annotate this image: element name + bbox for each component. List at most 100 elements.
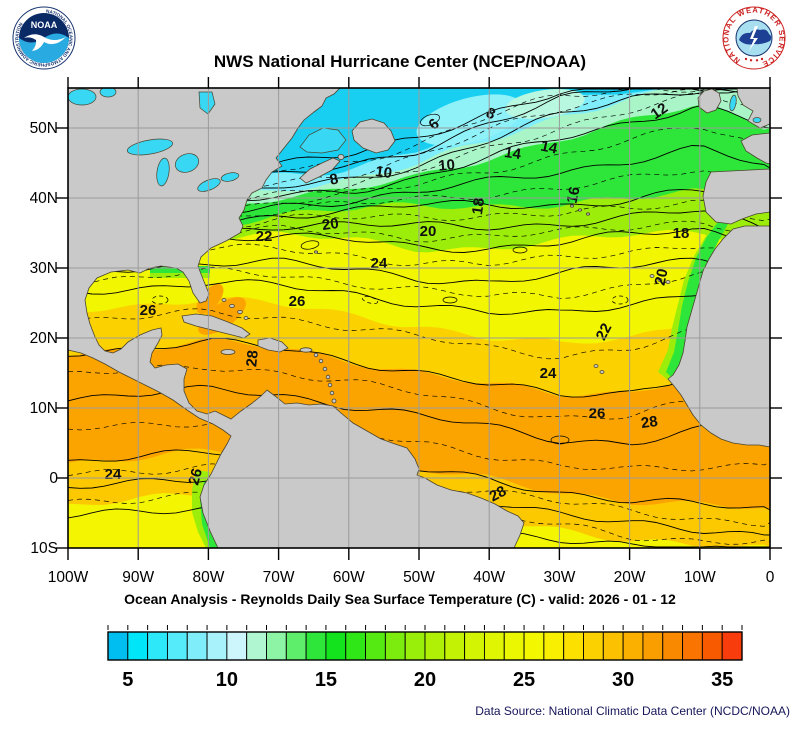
island	[322, 366, 328, 372]
lon-label: 50W	[403, 569, 435, 586]
contour-label: 26	[289, 293, 306, 310]
island	[221, 298, 227, 302]
lon-label: 60W	[333, 569, 365, 586]
lon-label: 10W	[684, 569, 716, 586]
colorbar-cell	[285, 631, 307, 661]
island	[318, 358, 324, 364]
island	[586, 212, 591, 216]
contour-label: 8	[328, 170, 340, 188]
contour-label: 20	[321, 215, 340, 234]
island	[313, 250, 318, 254]
nws-stars	[744, 57, 764, 62]
contour-label: 14	[503, 144, 523, 163]
contour-label: 18	[673, 225, 690, 242]
sst-eddy	[512, 246, 528, 254]
page-title: NWS National Hurricane Center (NCEP/NOAA…	[213, 52, 587, 71]
island	[299, 347, 313, 353]
sst-contour-dashed	[68, 421, 770, 472]
colorbar: 5 10 15 20 25 30 35	[107, 625, 743, 691]
colorbar-cell	[127, 631, 149, 661]
noaa-logo: NATIONAL OCEANIC AND ATMOSPHERIC ADMINIS…	[12, 6, 76, 70]
sst-eddy	[151, 295, 169, 305]
james-bay	[198, 91, 216, 115]
lon-label: 90W	[122, 569, 154, 586]
nws-logo: NATIONAL WEATHER SERVICE	[722, 6, 786, 70]
colorbar-cell	[464, 631, 485, 661]
colorbar-cell	[384, 631, 406, 661]
colorbar-border	[107, 631, 743, 661]
colorbar-cell	[682, 631, 703, 661]
lake-michigan	[156, 157, 170, 187]
sst-eddy	[611, 295, 629, 305]
colorbar-cell	[523, 631, 545, 661]
lon-label: 100W	[48, 569, 89, 586]
lat-label: 10N	[30, 400, 58, 417]
island	[578, 208, 583, 212]
sst-contour-line	[68, 384, 770, 446]
nova-scotia	[299, 157, 341, 184]
island	[570, 204, 575, 208]
island	[599, 370, 605, 374]
lon-label: 30W	[543, 569, 575, 586]
sst-patch	[505, 89, 585, 119]
island	[243, 316, 249, 320]
island	[593, 364, 599, 368]
lat-label: 20N	[30, 330, 58, 347]
axis-labels-layer: 50N 40N 30N 20N 10N 0 10S 100W 90W 80W 70W 60W 50W 40…	[30, 120, 775, 586]
sst-contour-dashed	[68, 463, 770, 527]
colorbar-cell	[404, 631, 426, 661]
island	[313, 352, 319, 358]
colorbar-cell	[266, 631, 287, 661]
colorbar-cell	[166, 631, 188, 661]
colorbar-label: 35	[711, 669, 733, 691]
island	[665, 280, 671, 284]
map-frame-layer	[56, 77, 782, 560]
island	[220, 349, 236, 355]
colorbar-cell	[444, 631, 466, 661]
island	[331, 398, 337, 404]
contour-label: 16	[564, 185, 584, 205]
colorbar-cell	[325, 631, 347, 661]
nws-lightning-icon	[749, 26, 758, 51]
colorbar-cell	[503, 631, 525, 661]
lon-label: 80W	[192, 569, 224, 586]
lat-label: 50N	[30, 120, 58, 137]
hispaniola	[257, 337, 289, 353]
colorbar-cell	[701, 631, 723, 661]
colorbar-cell	[583, 631, 604, 661]
hudson-bay-inlet	[99, 88, 117, 98]
noaa-wordmark: NOAA	[31, 20, 58, 30]
colorbar-label: 20	[414, 669, 436, 691]
land-layer	[68, 88, 770, 548]
ireland	[697, 88, 722, 114]
colorbar-label: 30	[612, 669, 634, 691]
contour-label: 10	[438, 156, 456, 174]
colorbar-label: 15	[315, 669, 337, 691]
colorbar-cell	[642, 631, 664, 661]
colorbar-cell	[721, 631, 743, 661]
contour-label: 28	[243, 349, 262, 367]
colorbar-cell	[424, 631, 446, 661]
sst-eddy	[361, 296, 379, 304]
island	[337, 154, 345, 160]
colorbar-cell	[226, 631, 248, 661]
iberia	[702, 168, 770, 225]
colorbar-cell	[365, 631, 386, 661]
contour-label: 14	[539, 138, 559, 158]
lon-label: 20W	[614, 569, 646, 586]
lake-erie	[197, 178, 221, 192]
sst-contour-line	[68, 337, 770, 398]
sst-contour-line	[68, 279, 770, 315]
contour-label: 24	[540, 365, 557, 382]
sst-eddy	[442, 296, 458, 304]
grid-layer	[68, 88, 770, 548]
colorbar-cell	[246, 631, 267, 661]
hudson-bay-inlet	[68, 88, 97, 106]
colorbar-cell	[206, 631, 228, 661]
lon-label: 40W	[473, 569, 505, 586]
data-source-note: Data Source: National Climatic Data Cent…	[475, 704, 790, 718]
gulf-coast-cool-strip	[150, 272, 210, 278]
colorbar-cell	[305, 631, 327, 661]
colorbar-cell	[345, 631, 367, 661]
